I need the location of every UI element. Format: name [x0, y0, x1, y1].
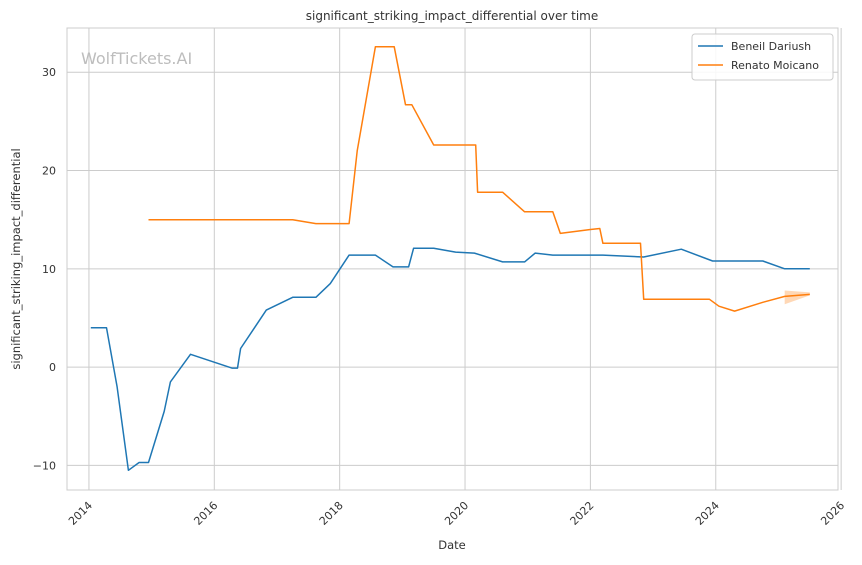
- x-ticks: 2014 2016 2018 2020 2022 2024 2026: [66, 499, 847, 528]
- x-tick-label: 2014: [66, 499, 95, 528]
- x-tick-label: 2024: [693, 499, 722, 528]
- series-line-renato-moicano: [148, 45, 810, 312]
- x-axis-label: Date: [438, 538, 466, 552]
- x-tick-label: 2022: [568, 499, 597, 528]
- y-tick-label: 10: [42, 263, 56, 276]
- x-tick-label: 2026: [818, 499, 847, 528]
- x-tick-label: 2018: [317, 499, 346, 528]
- legend-label-beneil-dariush: Beneil Dariush: [731, 40, 811, 53]
- x-tick-label: 2016: [191, 499, 220, 528]
- series-lines: [90, 45, 810, 472]
- grid: [67, 28, 842, 490]
- plot-frame: [66, 27, 839, 491]
- y-tick-label: 0: [49, 361, 56, 374]
- series-line-beneil-dariush: [90, 247, 810, 472]
- y-axis-label: significant_striking_impact_differential: [9, 148, 23, 369]
- legend: Beneil Dariush Renato Moicano: [691, 33, 834, 81]
- legend-label-renato-moicano: Renato Moicano: [731, 59, 819, 72]
- uncertainty-band: [784, 290, 810, 305]
- y-tick-label: −10: [33, 459, 56, 472]
- legend-box: [691, 33, 834, 81]
- x-tick-label: 2020: [442, 499, 471, 528]
- plot-background: [67, 28, 838, 490]
- y-tick-label: 20: [42, 165, 56, 178]
- y-ticks: −10 0 10 20 30: [33, 66, 56, 472]
- chart-title: significant_striking_impact_differential…: [306, 9, 598, 23]
- y-tick-label: 30: [42, 66, 56, 79]
- watermark: WolfTickets.AI: [81, 49, 192, 68]
